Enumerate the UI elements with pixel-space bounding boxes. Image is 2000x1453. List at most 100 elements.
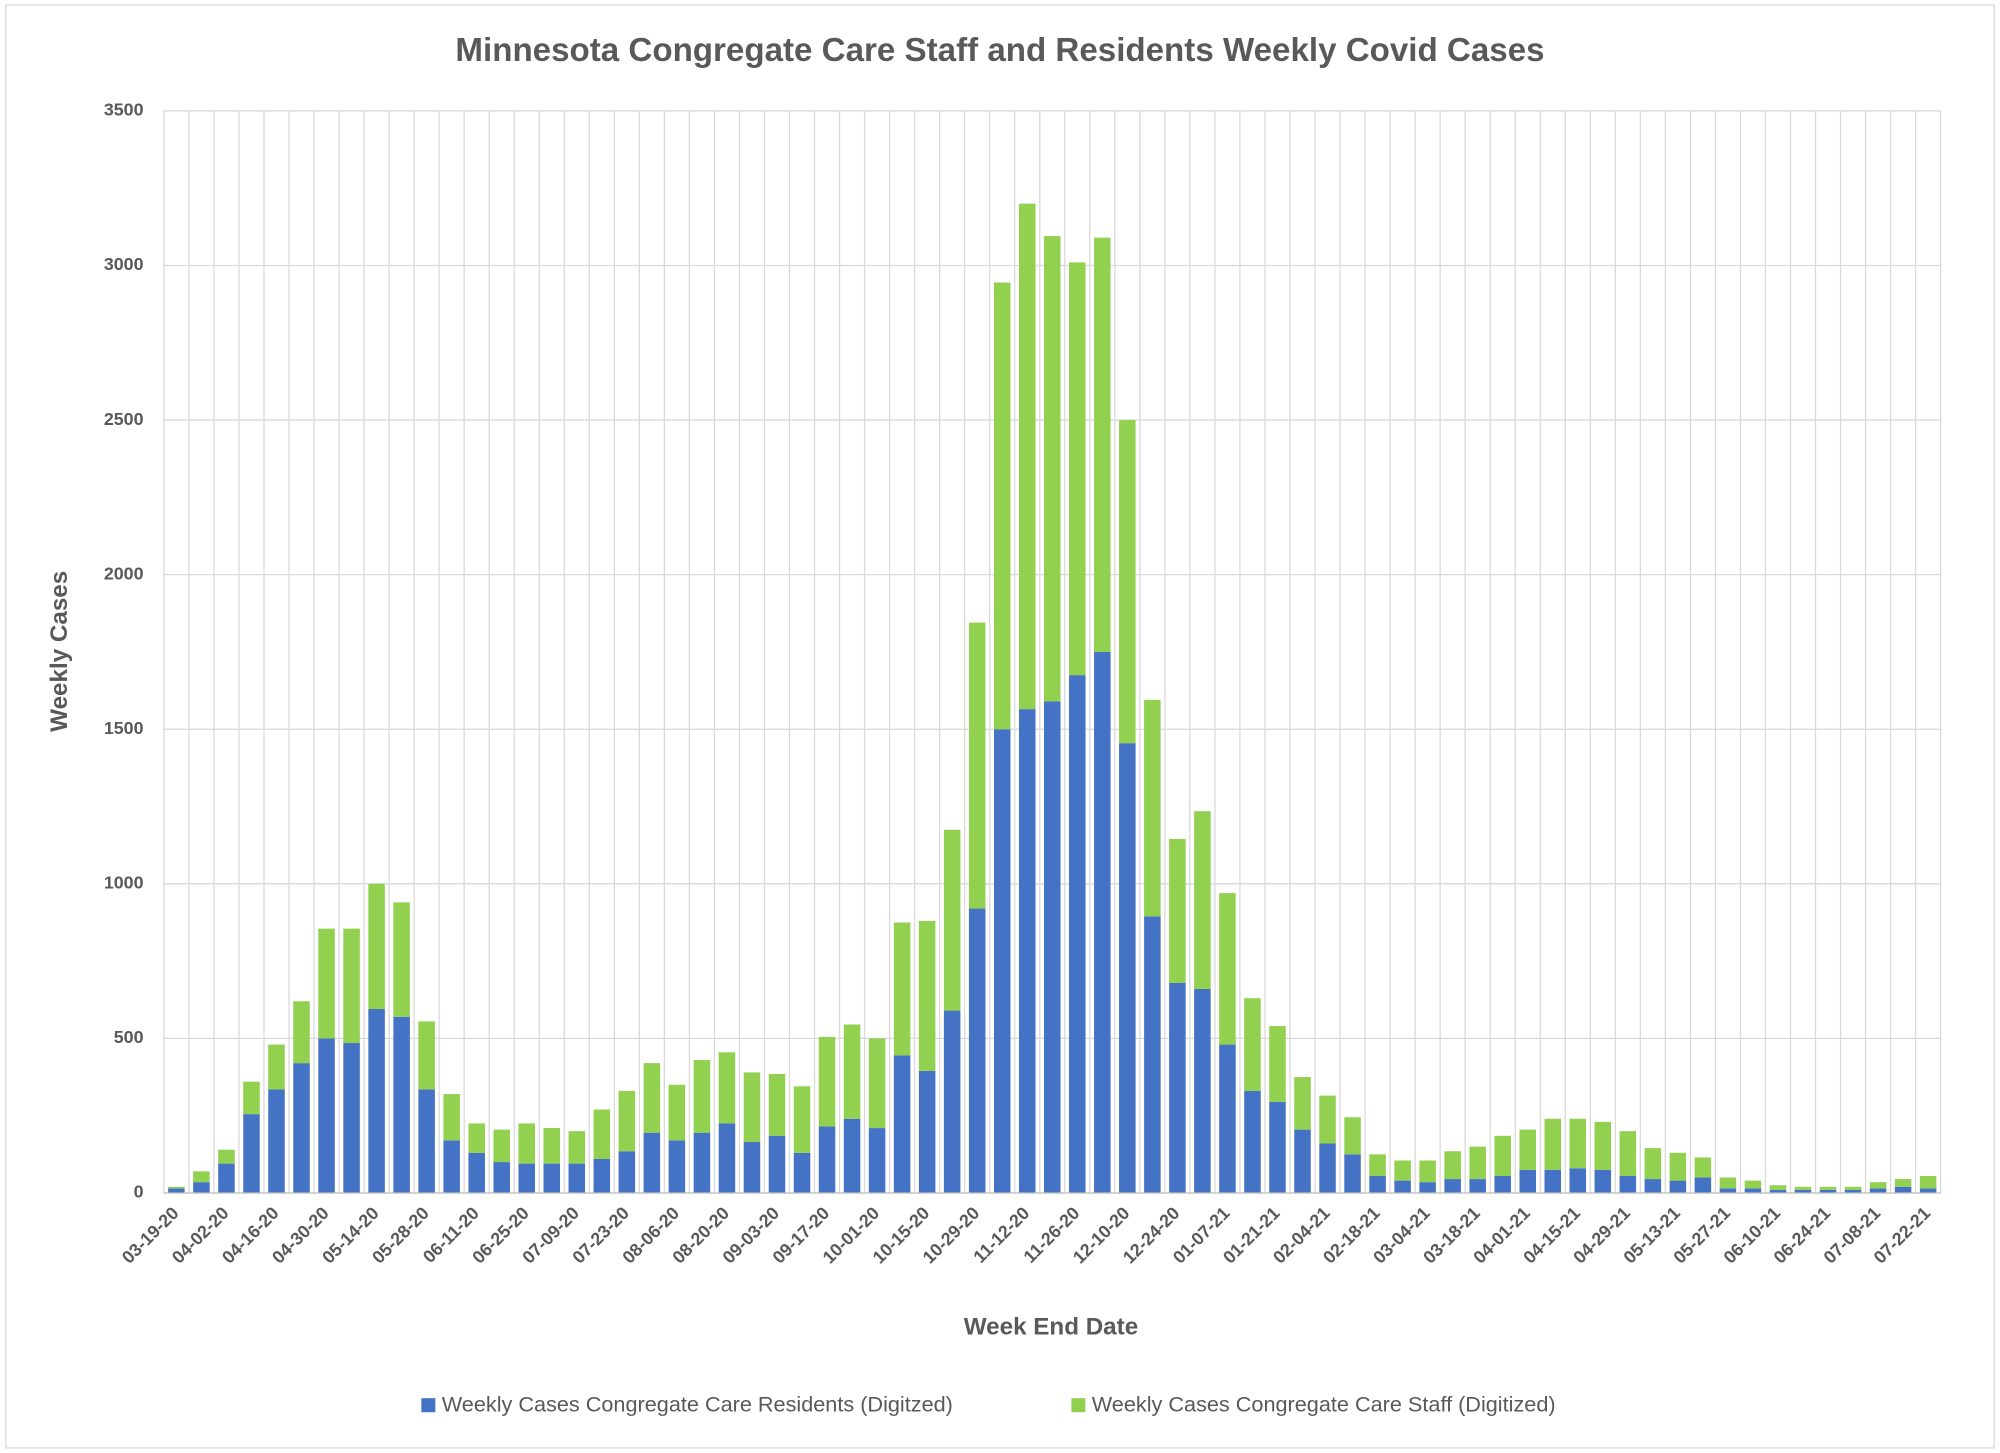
bar [568, 1131, 586, 1164]
bar [1494, 1175, 1511, 1193]
bar [168, 1186, 185, 1189]
bar [1394, 1180, 1411, 1193]
legend-swatch [421, 1398, 436, 1413]
chart-title: Minnesota Congregate Care Staff and Resi… [455, 32, 1544, 69]
bar [1119, 420, 1136, 744]
y-tick-label: 3000 [104, 254, 144, 274]
y-tick-label: 0 [134, 1182, 144, 1202]
bar [1043, 236, 1061, 702]
bar [343, 928, 360, 1044]
bar [1269, 1026, 1286, 1102]
bar [1394, 1160, 1411, 1181]
bar [818, 1036, 836, 1127]
y-tick-label: 500 [114, 1027, 144, 1047]
legend-label: Weekly Cases Congregate Care Residents (… [442, 1392, 953, 1417]
bar [1819, 1189, 1837, 1193]
bar [1169, 982, 1186, 1193]
bar [968, 622, 986, 909]
bar [318, 1038, 335, 1193]
bar [1569, 1168, 1587, 1193]
bar [468, 1152, 485, 1193]
bar [443, 1094, 460, 1141]
bar [1069, 675, 1086, 1193]
bar [1744, 1188, 1762, 1193]
bar [893, 922, 911, 1056]
bar [1644, 1148, 1662, 1180]
y-axis-label: Weekly Cases [46, 571, 73, 732]
bar [1419, 1160, 1436, 1183]
bar [1869, 1188, 1887, 1193]
bar [193, 1171, 210, 1183]
bar [343, 1043, 360, 1193]
bar [843, 1118, 861, 1193]
bar [793, 1086, 811, 1153]
bar [943, 829, 961, 1011]
bar [1594, 1169, 1612, 1193]
bar [1669, 1152, 1687, 1181]
bar [193, 1182, 210, 1193]
bar [1043, 701, 1061, 1193]
bar [393, 1016, 410, 1193]
bar [1919, 1188, 1937, 1193]
bar [518, 1123, 536, 1164]
bar [1219, 1044, 1236, 1193]
bar [443, 1140, 460, 1193]
bar [1894, 1186, 1912, 1193]
bar [1144, 916, 1161, 1193]
bar [1069, 262, 1086, 676]
bar [843, 1024, 861, 1119]
bar [518, 1163, 536, 1193]
bar [718, 1052, 736, 1124]
bar [1594, 1121, 1612, 1170]
bar [1319, 1143, 1336, 1193]
bar [1194, 988, 1211, 1193]
bar [218, 1149, 235, 1164]
bar [1294, 1077, 1311, 1130]
bar [918, 920, 936, 1071]
bar [1519, 1129, 1536, 1170]
bar [1369, 1154, 1386, 1176]
bar [1469, 1179, 1486, 1193]
bar [993, 729, 1011, 1193]
bar [1494, 1135, 1511, 1176]
bar [1869, 1182, 1887, 1189]
bar [818, 1126, 836, 1193]
bar [243, 1081, 260, 1115]
bar [1269, 1101, 1286, 1193]
bar [1419, 1182, 1436, 1193]
bar [1744, 1180, 1762, 1189]
bar [1369, 1175, 1386, 1193]
bar [293, 1063, 310, 1193]
bar [1119, 743, 1136, 1193]
bar [1894, 1179, 1912, 1187]
bar [493, 1129, 510, 1163]
bar [1344, 1117, 1361, 1155]
bar [1018, 709, 1036, 1193]
bar [368, 883, 385, 1010]
bar [1769, 1185, 1787, 1190]
bar [643, 1063, 661, 1133]
x-axis-label: Week End Date [964, 1313, 1138, 1340]
bar [568, 1163, 586, 1193]
legend-swatch [1071, 1398, 1086, 1413]
bar [368, 1009, 385, 1193]
bar [868, 1128, 886, 1193]
bar [793, 1152, 811, 1193]
bar [1169, 838, 1186, 983]
bar [1319, 1095, 1336, 1144]
y-tick-label: 2500 [104, 409, 144, 429]
y-tick-label: 1500 [104, 718, 144, 738]
y-tick-label: 1000 [104, 873, 144, 893]
bar [1819, 1186, 1837, 1190]
bar [1344, 1154, 1361, 1193]
bar [1194, 811, 1211, 989]
bar [893, 1055, 911, 1193]
bar [693, 1132, 711, 1193]
bar [1794, 1189, 1812, 1193]
bar [1844, 1189, 1862, 1193]
bar [268, 1089, 285, 1193]
y-tick-label: 3500 [104, 100, 144, 120]
bar [1644, 1179, 1662, 1193]
bar [1519, 1169, 1536, 1193]
bar [1844, 1186, 1862, 1190]
